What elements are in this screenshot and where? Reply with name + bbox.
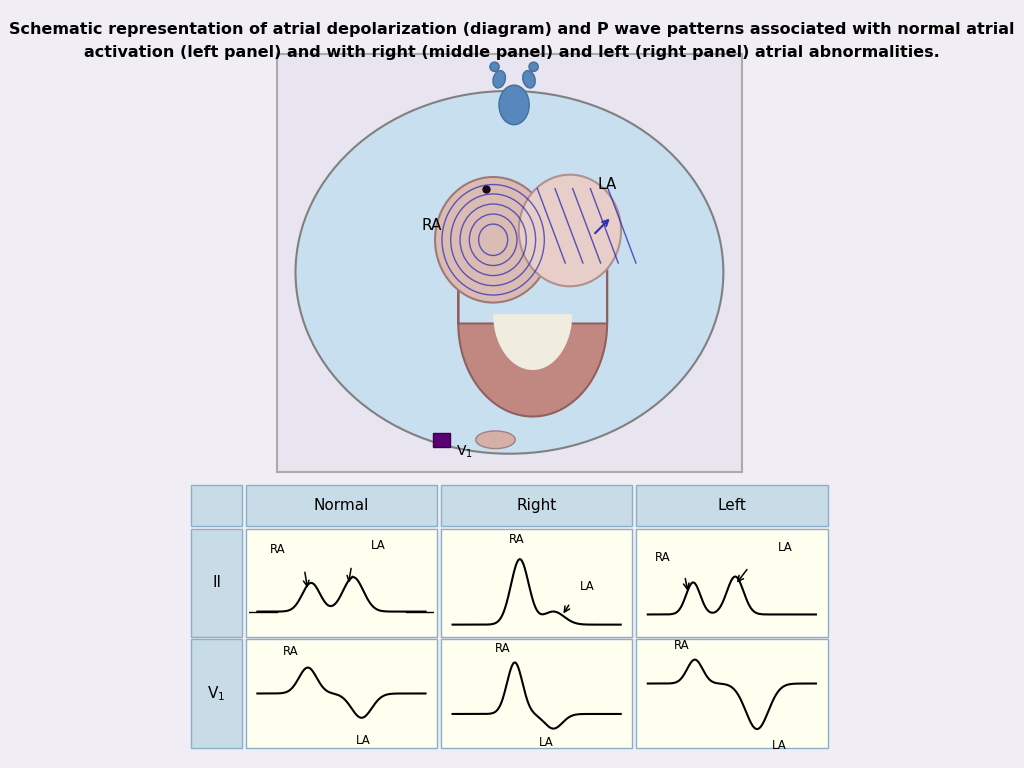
Text: Right: Right [516,498,557,513]
Text: activation (left panel) and with right (middle panel) and left (right panel) atr: activation (left panel) and with right (… [84,45,940,60]
Text: V$_1$: V$_1$ [456,444,473,461]
Polygon shape [494,258,572,370]
Text: RA: RA [655,551,671,564]
Ellipse shape [519,174,621,286]
Bar [441,639,632,748]
Ellipse shape [435,177,551,303]
Bar [191,528,242,637]
Ellipse shape [499,85,529,124]
Bar [246,639,437,748]
Polygon shape [459,249,607,416]
Text: RA: RA [284,645,299,658]
Ellipse shape [522,71,536,88]
Text: LA: LA [540,737,554,750]
Text: RA: RA [509,533,524,546]
Ellipse shape [296,91,723,454]
Text: RA: RA [674,639,689,651]
Bar [433,433,451,447]
Bar [191,485,242,527]
Text: LA: LA [771,740,786,753]
Text: LA: LA [371,539,386,552]
Text: RA: RA [496,643,511,655]
Bar [191,639,242,748]
Bar [246,528,437,637]
Text: LA: LA [356,734,371,747]
Ellipse shape [489,62,500,71]
Bar [636,528,827,637]
Bar [636,639,827,748]
Text: V$_1$: V$_1$ [208,684,226,703]
Bar [246,485,437,527]
Bar [441,485,632,527]
Text: LA: LA [778,541,793,554]
Ellipse shape [493,71,506,88]
Bar [441,528,632,637]
Ellipse shape [529,62,539,71]
Text: RA: RA [421,218,441,233]
Bar [636,485,827,527]
Text: Normal: Normal [313,498,369,513]
Text: Left: Left [718,498,746,513]
Text: LA: LA [598,177,617,192]
Text: RA: RA [269,543,286,556]
Text: Schematic representation of atrial depolarization (diagram) and P wave patterns : Schematic representation of atrial depol… [9,22,1015,37]
Ellipse shape [476,431,515,449]
Text: LA: LA [580,580,595,593]
Text: II: II [212,575,221,591]
